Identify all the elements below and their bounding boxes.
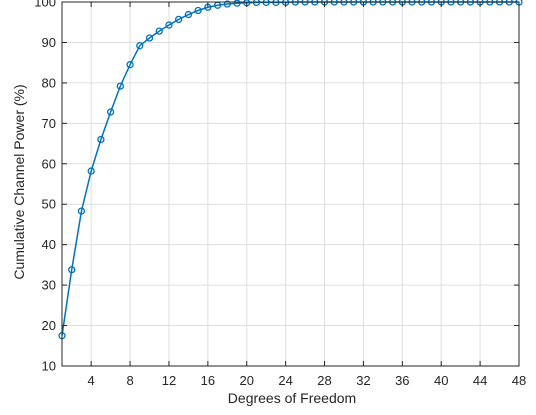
y-tick-label: 80 [42,75,56,90]
y-tick-label: 70 [42,116,56,131]
y-tick-label: 90 [42,35,56,50]
axis-ticks [61,1,520,367]
data-point-marker [165,21,173,29]
data-point-marker [106,108,115,116]
data-point-marker [155,27,163,35]
data-point-marker [194,6,202,15]
axes-box [61,1,520,367]
data-point-marker [87,167,95,175]
data-point-marker [175,15,183,24]
x-axis-label: Degrees of Freedom [228,390,356,406]
y-tick-label: 60 [42,156,56,171]
data-point-marker [68,266,76,274]
data-point-marker [233,0,241,7]
x-tick-label: 12 [162,373,176,388]
x-tick-label: 4 [88,373,95,388]
x-tick-label: 32 [356,373,370,388]
data-point-marker [116,82,124,90]
x-tick-label: 16 [201,373,215,388]
y-tick-label: 40 [42,237,56,252]
data-point-marker [136,42,144,50]
y-tick-label: 100 [34,0,56,10]
x-tick-label: 48 [512,373,526,388]
y-tick-label: 50 [42,197,56,212]
y-tick-label: 20 [42,318,56,333]
data-point-marker [223,0,231,8]
tick-labels: 4 8 12 16 20 24 28 32 36 40 44 48102030405060708090… [34,0,526,388]
plot-area [58,0,523,340]
data-point-marker [126,61,134,69]
y-axis-label: Cumulative Channel Power (%) [11,84,27,279]
x-tick-label: 24 [278,373,292,388]
x-tick-label: 8 [126,373,133,388]
data-point-marker [145,34,154,42]
y-tick-label: 10 [42,359,56,374]
x-tick-label: 44 [473,373,487,388]
x-tick-label: 20 [240,373,254,388]
grid-lines [62,1,520,367]
x-tick-label: 36 [395,373,409,388]
data-point-marker [77,207,86,215]
x-tick-label: 28 [317,373,331,388]
y-tick-label: 30 [42,278,56,293]
data-point-marker [184,10,193,19]
data-point-marker [97,135,105,144]
x-tick-label: 40 [434,373,448,388]
